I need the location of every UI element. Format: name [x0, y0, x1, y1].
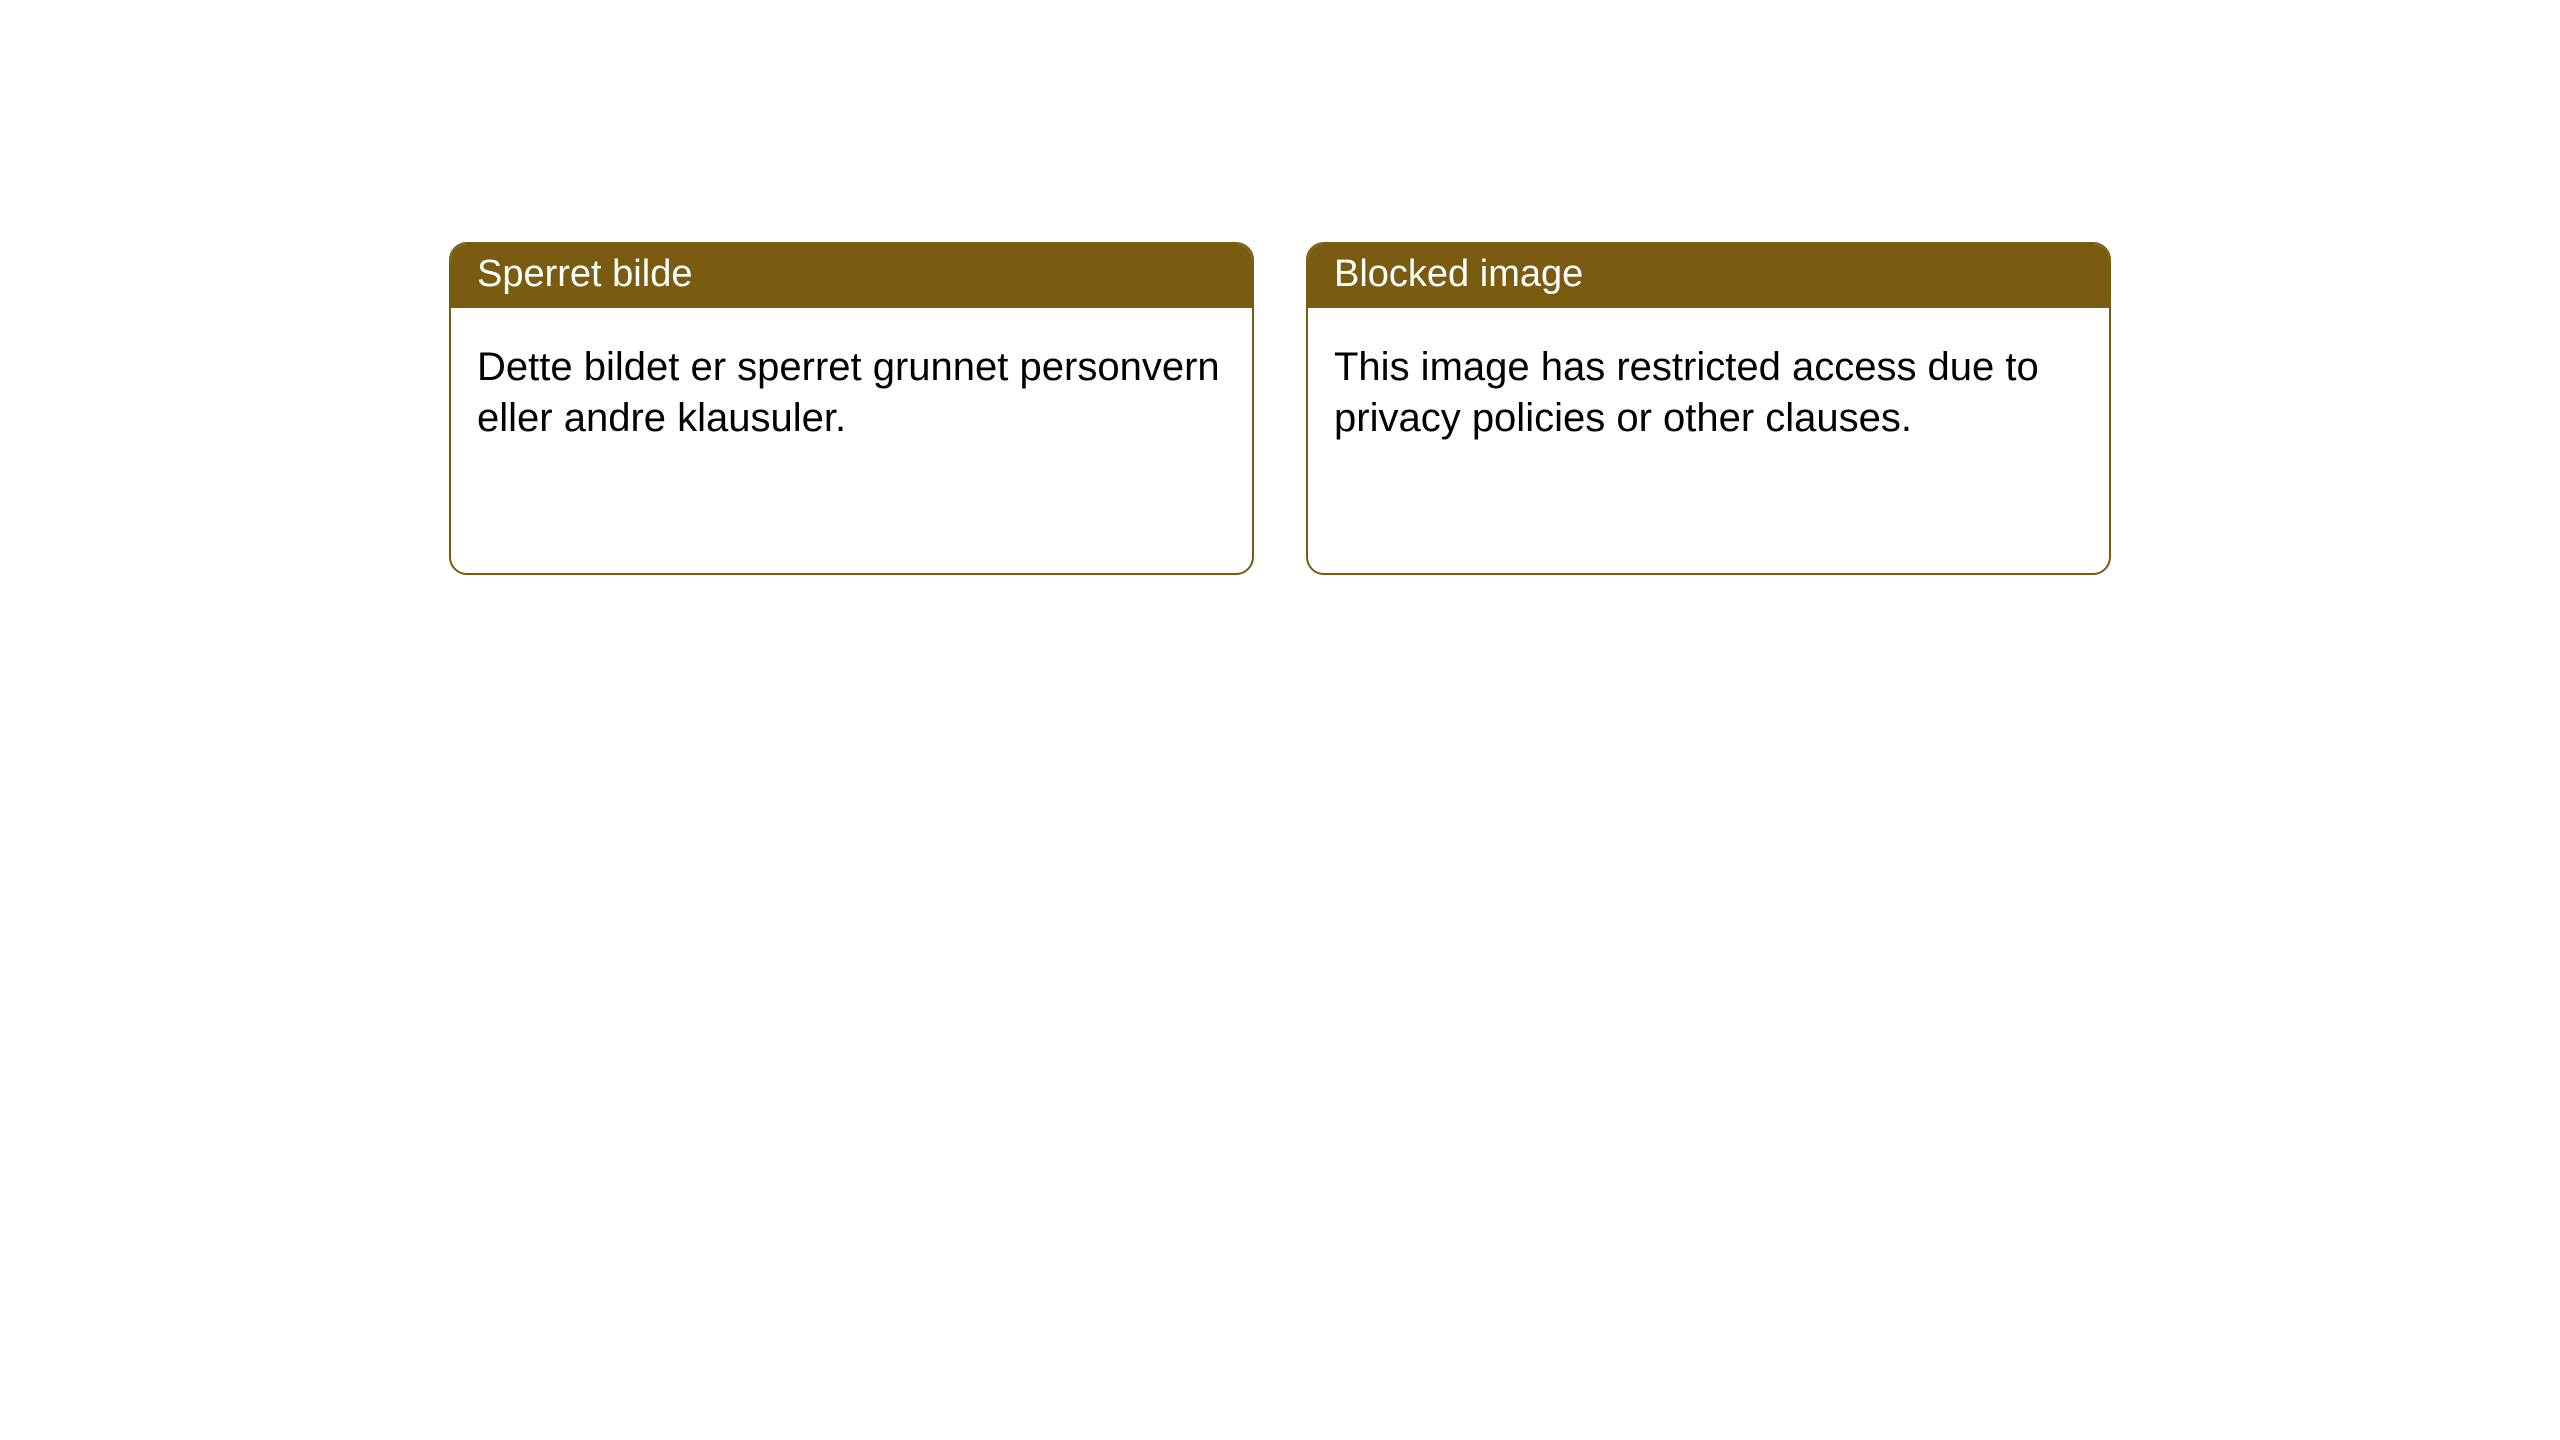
notice-card-norwegian: Sperret bilde Dette bildet er sperret gr… — [449, 242, 1254, 575]
notice-header: Blocked image — [1308, 244, 2109, 308]
notice-container: Sperret bilde Dette bildet er sperret gr… — [0, 0, 2560, 575]
notice-header: Sperret bilde — [451, 244, 1252, 308]
notice-body: Dette bildet er sperret grunnet personve… — [451, 308, 1252, 470]
notice-body: This image has restricted access due to … — [1308, 308, 2109, 470]
notice-card-english: Blocked image This image has restricted … — [1306, 242, 2111, 575]
